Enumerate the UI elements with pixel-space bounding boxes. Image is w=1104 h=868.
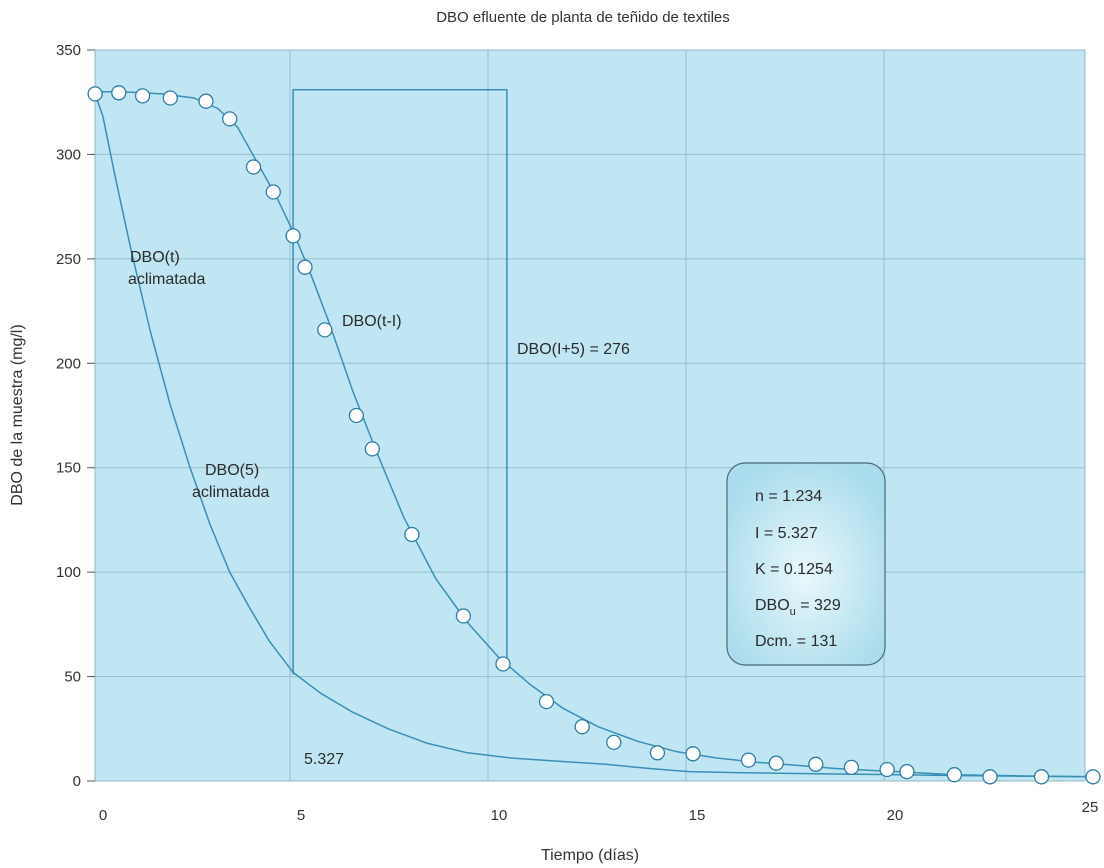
param-dbo-u-prefix: DBO [755, 597, 790, 614]
data-point [348, 407, 365, 424]
data-point [297, 259, 313, 275]
label-dbo-t-aclimatada: aclimatada [128, 271, 205, 288]
parameters-box-frame [726, 462, 886, 666]
data-point [364, 441, 380, 457]
y-tick-label: 250 [56, 251, 81, 268]
y-tick-label: 300 [56, 146, 81, 163]
parameters-box: n = 1.234 I = 5.327 K = 0.1254 DBOu = 32… [726, 462, 886, 666]
label-dbo-t-i: DBO(t-I) [342, 313, 402, 330]
data-point [879, 761, 895, 778]
data-point [495, 656, 511, 672]
series-line [292, 88, 508, 675]
param-k: K = 0.1254 [755, 561, 833, 578]
param-n: n = 1.234 [755, 488, 822, 505]
x-axis-title: Tiempo (días) [541, 847, 639, 864]
x-tick-label: 0 [99, 807, 107, 824]
data-point [649, 745, 666, 761]
y-axis-title: DBO de la muestra (mg/l) [9, 324, 26, 505]
y-tick-label: 150 [56, 460, 81, 477]
y-tick-label: 100 [56, 564, 81, 581]
data-point [946, 767, 963, 783]
data-point [843, 759, 860, 776]
data-point [740, 752, 757, 768]
data-point [222, 111, 238, 127]
param-dbo-u: DBOu = 329 [755, 597, 841, 618]
x-tick-label: 15 [689, 807, 706, 824]
data-point [808, 756, 824, 772]
label-dbo-i5: DBO(I+5) = 276 [517, 341, 630, 358]
data-point [982, 769, 998, 785]
y-tick-label: 0 [73, 773, 81, 790]
label-dbo-t: DBO(t) [130, 249, 180, 266]
y-tick-label: 200 [56, 355, 81, 372]
data-point [198, 93, 214, 109]
param-dbo-u-suffix: = 329 [796, 597, 841, 614]
x-tick-label: 10 [491, 807, 508, 824]
label-i-value: 5.327 [304, 751, 344, 768]
series-line [94, 93, 1094, 778]
data-point [111, 85, 127, 101]
x-tick-label: 20 [887, 807, 904, 824]
y-tick-label: 350 [56, 42, 81, 59]
label-dbo-5: DBO(5) [205, 462, 259, 479]
label-dbo-5-aclimatada: aclimatada [192, 484, 269, 501]
x-tick-label: 25 [1082, 799, 1099, 816]
plot-area [94, 49, 1086, 782]
param-dcm: Dcm. = 131 [755, 633, 837, 650]
chart-title: DBO efluente de planta de teñido de text… [436, 9, 730, 26]
param-dbo-u-sub: u [790, 606, 796, 618]
data-point [1033, 769, 1050, 785]
data-point [162, 90, 178, 106]
data-point [285, 228, 301, 244]
data-point [606, 734, 622, 751]
y-tick-label: 50 [64, 669, 81, 686]
data-point [574, 719, 590, 735]
data-point [455, 608, 472, 624]
marker-layer [87, 85, 1101, 785]
data-point [404, 526, 420, 543]
data-point [265, 184, 281, 200]
data-point [245, 159, 262, 175]
x-tick-label: 5 [297, 807, 305, 824]
param-i: I = 5.327 [755, 525, 818, 542]
data-point [899, 763, 915, 780]
data-point [768, 755, 784, 771]
data-point [1085, 769, 1101, 785]
tick-labels: 0 50 100 150 200 250 300 350 0 5 10 15 20 25 [56, 42, 1098, 824]
data-point [538, 693, 555, 710]
grid-lines [95, 50, 1085, 781]
data-point [685, 746, 701, 762]
data-point [317, 322, 333, 338]
data-point [87, 86, 103, 102]
data-point [134, 88, 151, 104]
